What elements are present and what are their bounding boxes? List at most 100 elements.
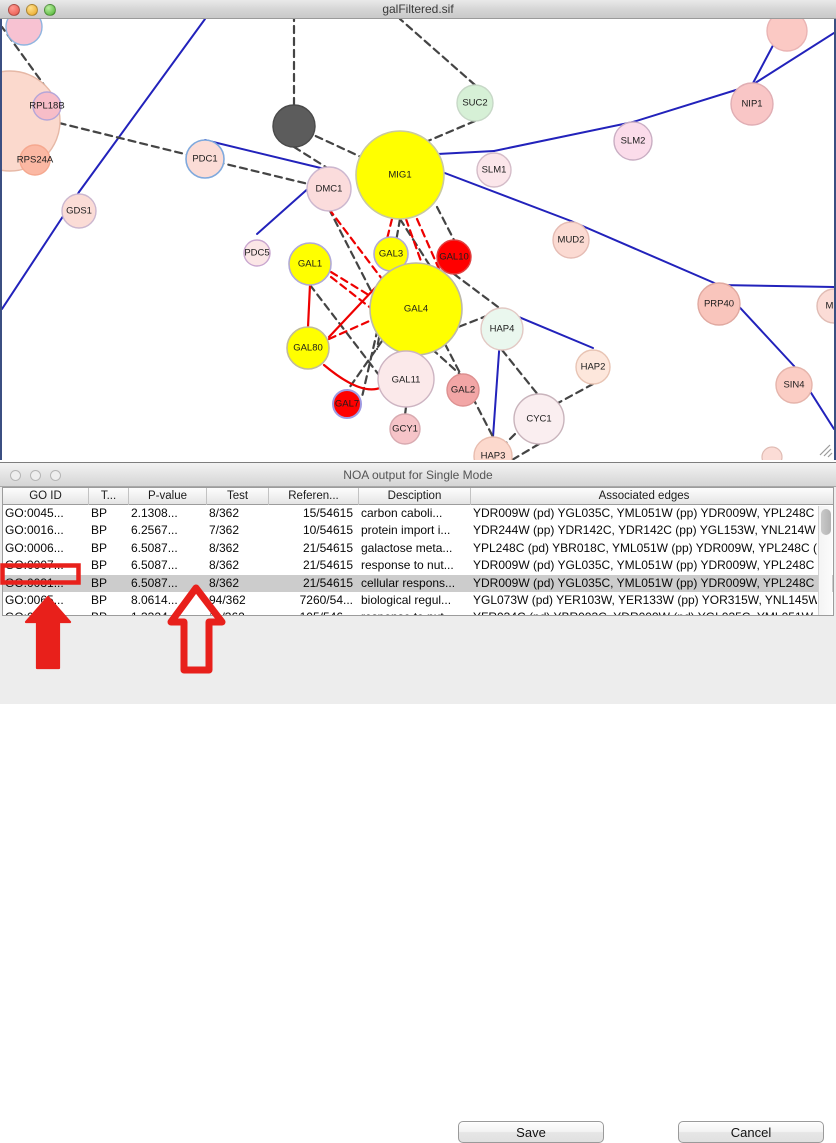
dialog-titlebar[interactable]: NOA output for Single Mode — [0, 463, 836, 487]
edge-pp — [632, 84, 753, 123]
cell-reference: 21/54615 — [302, 540, 353, 555]
table-row[interactable]: GO:0031... BP 6.5087... 8/362 21/54615 cellul… — [3, 574, 833, 592]
svg-text:PDC1: PDC1 — [192, 154, 217, 165]
svg-text:GAL3: GAL3 — [379, 249, 403, 260]
node-DMC1[interactable]: DMC1 — [306, 166, 352, 212]
node-PDC1[interactable]: PDC1 — [185, 139, 225, 179]
network-graph[interactable]: RPL18B RPS24A GDS1 PDC1 — [2, 19, 834, 460]
table-row[interactable]: GO:0065... BP 8.0614... 94/362 7260/54... bio… — [3, 592, 833, 609]
cell-type: BP — [91, 592, 108, 607]
resize-grip-icon[interactable] — [819, 444, 833, 458]
node-GCY1[interactable]: GCY1 — [389, 413, 421, 445]
save-button[interactable]: Save — [458, 1121, 604, 1143]
node-MSI[interactable]: MSI — [816, 288, 834, 324]
node-unlabeled-dark[interactable] — [272, 104, 316, 148]
window-titlebar[interactable]: galFiltered.sif — [0, 0, 836, 19]
cell-description: biological regul... — [361, 592, 452, 607]
node-GDS1[interactable]: GDS1 — [61, 193, 97, 229]
node-HAP3[interactable]: HAP3 — [473, 436, 513, 460]
edge-pd — [203, 157, 331, 191]
results-table[interactable]: GO ID T... P-value Test Referen... Desci… — [2, 487, 834, 616]
node-GAL10[interactable]: GAL10 — [436, 239, 472, 275]
node-HAP2[interactable]: HAP2 — [575, 349, 611, 385]
cell-edges: YDR009W (pd) YGL035C, YML051W (pp) YDR00… — [473, 558, 817, 573]
cell-go_id: GO:0031... — [5, 575, 64, 590]
node-bottom-pink-partial[interactable] — [761, 446, 783, 460]
edge-pp — [78, 19, 206, 193]
cell-type: BP — [91, 558, 108, 573]
cell-reference: 15/54615 — [302, 506, 353, 520]
svg-text:RPS24A: RPS24A — [17, 155, 54, 166]
svg-text:HAP3: HAP3 — [481, 451, 506, 460]
column-header-test[interactable]: Test — [207, 488, 269, 505]
node-MIG1[interactable]: MIG1 — [355, 130, 445, 220]
dialog-zoom-icon[interactable] — [50, 470, 61, 481]
dialog-minimize-icon[interactable] — [30, 470, 41, 481]
node-top-pink-partial[interactable] — [766, 19, 808, 52]
column-header-go-id[interactable]: GO ID — [3, 488, 89, 505]
table-body[interactable]: GO:0045... BP 2.1308... 8/362 15/54615 carbon… — [3, 505, 833, 615]
svg-text:PRP40: PRP40 — [704, 299, 734, 310]
zoom-button-icon[interactable] — [44, 4, 56, 16]
node-NIP1[interactable]: NIP1 — [730, 82, 774, 126]
cell-p_value: 6.5087... — [131, 558, 178, 573]
edge-pd — [510, 442, 541, 460]
node-PDC5[interactable]: PDC5 — [243, 239, 271, 267]
node-SIN4[interactable]: SIN4 — [775, 366, 813, 404]
cell-test: 7/362 — [209, 523, 240, 538]
svg-text:SLM1: SLM1 — [482, 165, 507, 176]
table-vertical-scrollbar[interactable] — [818, 506, 832, 615]
node-SUC2[interactable]: SUC2 — [456, 84, 494, 122]
node-RPS24A[interactable]: RPS24A — [17, 144, 54, 176]
column-header-description[interactable]: Desciption — [359, 488, 471, 505]
table-row[interactable]: GO:0007... BP 6.5087... 8/362 21/54615 respon… — [3, 557, 833, 574]
node-PRP40[interactable]: PRP40 — [697, 282, 741, 326]
node-HAP4[interactable]: HAP4 — [480, 307, 524, 351]
node-GAL2[interactable]: GAL2 — [446, 373, 480, 407]
network-canvas[interactable]: RPL18B RPS24A GDS1 PDC1 — [0, 19, 836, 460]
edge-highlight — [415, 217, 441, 271]
column-header-associated-edges[interactable]: Associated edges — [598, 490, 690, 502]
svg-text:MSI: MSI — [826, 301, 834, 312]
table-row[interactable]: GO:0031...BP1.3324...11/362105/546...res… — [3, 609, 833, 615]
node-GAL7[interactable]: GAL7 — [332, 389, 362, 419]
nodes-layer[interactable]: RPL18B RPS24A GDS1 PDC1 — [2, 19, 834, 460]
cell-reference: 10/54615 — [302, 523, 353, 538]
table-header-row: GO ID T... P-value Test Referen... Desci… — [3, 488, 833, 505]
node-CYC1[interactable]: CYC1 — [513, 393, 565, 445]
edge-pp — [204, 139, 330, 171]
column-header-reference[interactable]: Referen... — [269, 488, 359, 505]
minimize-button-icon[interactable] — [26, 4, 38, 16]
table-scroll-thumb[interactable] — [821, 509, 831, 535]
table-row[interactable]: GO:0016... BP 6.2567... 7/362 10/54615 protei… — [3, 522, 833, 539]
svg-text:GDS1: GDS1 — [66, 206, 92, 217]
edge-pd — [500, 348, 541, 398]
svg-text:RPL18B: RPL18B — [29, 101, 64, 112]
cell-reference: 7260/54... — [299, 592, 353, 607]
node-top-left-partial[interactable] — [5, 19, 43, 46]
node-GAL11[interactable]: GAL11 — [377, 350, 435, 408]
cell-test: 8/362 — [209, 558, 240, 573]
edge-highlight — [327, 317, 376, 341]
close-button-icon[interactable] — [8, 4, 20, 16]
node-MUD2[interactable]: MUD2 — [552, 221, 590, 259]
node-SLM1[interactable]: SLM1 — [476, 152, 512, 188]
column-header-p-value[interactable]: P-value — [129, 488, 207, 505]
node-GAL80[interactable]: GAL80 — [286, 326, 330, 370]
cell-edges: YDR009W (pd) YGL035C, YML051W (pp) YDR00… — [473, 575, 817, 590]
node-GAL1[interactable]: GAL1 — [288, 242, 332, 286]
cell-p_value: 1.3324... — [129, 609, 207, 615]
dialog-close-icon[interactable] — [10, 470, 21, 481]
table-row[interactable]: GO:0045... BP 2.1308... 8/362 15/54615 carbon… — [3, 505, 833, 522]
cell-description: protein import i... — [361, 523, 451, 538]
cancel-button[interactable]: Cancel — [678, 1121, 824, 1143]
edge-highlight — [327, 207, 384, 281]
svg-text:GAL4: GAL4 — [404, 304, 428, 315]
column-header-type[interactable]: T... — [89, 488, 129, 505]
node-SLM2[interactable]: SLM2 — [613, 121, 653, 161]
node-RPL18B[interactable]: RPL18B — [29, 91, 65, 121]
window-title: galFiltered.sif — [382, 2, 454, 16]
table-row[interactable]: GO:0006... BP 6.5087... 8/362 21/54615 galact… — [3, 540, 833, 557]
node-GAL4[interactable]: GAL4 — [369, 262, 463, 356]
